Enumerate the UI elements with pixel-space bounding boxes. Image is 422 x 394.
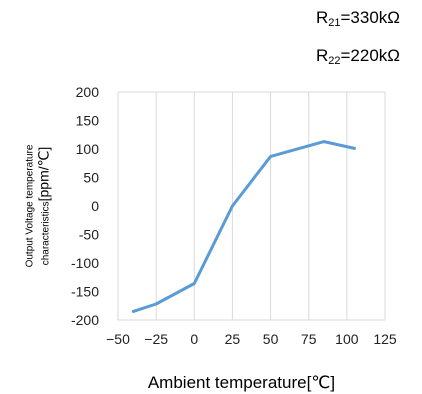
x-tick-label-4: 50 (263, 331, 279, 347)
x-tick-label-7: 125 (373, 331, 397, 347)
x-tick-label-5: 75 (301, 331, 317, 347)
y-tick-label-7: 150 (76, 113, 100, 129)
x-tick-label-1: −25 (144, 331, 168, 347)
resistor-r21-annotation: R21=330kΩ (315, 8, 400, 29)
y-tick-label-5: 50 (83, 170, 99, 186)
y-tick-label-8: 200 (76, 84, 100, 100)
y-tick-label-3: -50 (79, 227, 99, 243)
x-tick-label-3: 25 (225, 331, 241, 347)
x-axis-title: Ambient temperature[℃] (148, 373, 335, 392)
x-tick-label-6: 100 (335, 331, 359, 347)
resistor-r22-annotation: R22=220kΩ (315, 46, 400, 67)
x-tick-label-2: 0 (190, 331, 198, 347)
y-tick-label-6: 100 (76, 141, 100, 157)
y-tick-label-1: -150 (71, 284, 99, 300)
y-tick-label-4: 0 (91, 198, 99, 214)
series-line-0 (131, 140, 356, 313)
y-tick-label-2: -100 (71, 255, 99, 271)
x-tick-label-0: −50 (106, 331, 130, 347)
y-tick-label-0: -200 (71, 312, 99, 328)
